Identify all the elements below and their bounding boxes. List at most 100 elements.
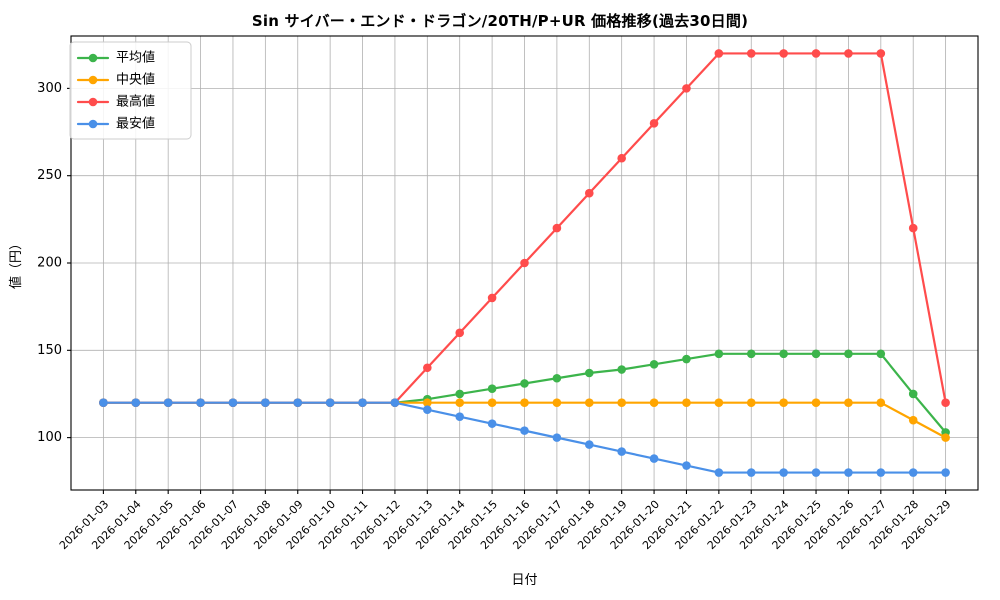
y-tick-label: 300	[37, 81, 62, 96]
axes	[67, 35, 979, 494]
data-point	[617, 365, 626, 374]
data-point	[682, 461, 691, 470]
data-point	[714, 468, 724, 477]
data-point	[779, 398, 788, 407]
data-point	[520, 426, 529, 435]
legend-swatch-marker	[88, 53, 98, 63]
data-point	[811, 49, 821, 58]
legend-item[interactable]: 最安値	[76, 116, 155, 132]
data-point	[844, 349, 853, 359]
data-point	[779, 468, 788, 477]
data-point	[520, 379, 529, 388]
data-point	[811, 398, 821, 407]
data-point	[779, 349, 788, 359]
data-point	[584, 368, 594, 378]
legend-item-label: 平均値	[116, 50, 155, 66]
data-point	[487, 293, 497, 303]
data-point	[876, 349, 886, 359]
legend-background	[69, 41, 192, 140]
page-title: Sin サイバー・エンド・ドラゴン/20TH/P+UR 価格推移(過去30日間)	[251, 12, 749, 30]
data-point	[746, 49, 756, 58]
x-axis-title: 日付	[511, 573, 537, 588]
data-point	[455, 389, 465, 399]
legend-item[interactable]: 平均値	[76, 50, 155, 66]
legend-item[interactable]: 中央値	[76, 72, 155, 88]
data-point	[487, 384, 497, 394]
data-point	[682, 398, 691, 407]
data-point	[552, 223, 562, 233]
data-point	[423, 405, 432, 414]
legend-item-label: 中央値	[116, 72, 155, 88]
data-point	[228, 398, 238, 407]
data-point	[423, 363, 432, 373]
data-point	[423, 398, 432, 407]
y-tick-label: 100	[37, 430, 62, 445]
data-series	[99, 398, 950, 477]
data-point	[293, 398, 303, 407]
data-point	[844, 49, 853, 58]
data-point	[487, 398, 497, 407]
data-point	[941, 398, 950, 407]
data-point	[908, 389, 918, 399]
data-point	[682, 354, 691, 364]
data-point	[584, 440, 594, 449]
data-point	[811, 349, 821, 359]
data-point	[520, 398, 529, 407]
data-point	[617, 398, 626, 407]
data-point	[844, 468, 853, 477]
data-point	[908, 223, 918, 233]
data-point	[617, 153, 626, 163]
data-point	[908, 468, 918, 477]
data-point	[390, 398, 400, 407]
y-tick-label: 150	[37, 343, 62, 358]
y-tick-label: 250	[37, 168, 62, 183]
data-point	[552, 433, 562, 442]
data-point	[941, 468, 950, 477]
data-point	[584, 188, 594, 198]
legend-item-label: 最安値	[116, 116, 155, 132]
data-point	[876, 398, 886, 407]
legend-item[interactable]: 最高値	[76, 94, 155, 110]
data-series-layer	[99, 49, 950, 477]
data-point	[649, 119, 659, 128]
data-point	[714, 398, 724, 407]
legend-swatch-marker	[88, 75, 98, 85]
data-point	[746, 398, 756, 407]
legend-swatch-marker	[88, 97, 98, 107]
data-point	[714, 49, 724, 58]
data-point	[649, 359, 659, 369]
data-point	[325, 398, 335, 407]
data-point	[876, 49, 886, 58]
data-point	[746, 349, 756, 359]
data-point	[746, 468, 756, 477]
data-point	[682, 84, 691, 93]
data-point	[99, 398, 108, 407]
legend-swatch-marker	[88, 119, 98, 129]
data-point	[584, 398, 594, 407]
data-point	[552, 373, 562, 383]
gridlines	[71, 36, 978, 490]
y-tick-label: 200	[37, 256, 62, 271]
data-point	[844, 398, 853, 407]
data-point	[908, 415, 918, 425]
data-point	[649, 398, 659, 407]
data-point	[163, 398, 173, 407]
data-point	[455, 328, 465, 338]
data-point	[714, 349, 724, 359]
data-point	[811, 468, 821, 477]
data-point	[455, 398, 465, 407]
data-point	[552, 398, 562, 407]
data-point	[196, 398, 205, 407]
data-point	[487, 419, 497, 428]
data-point	[131, 398, 141, 407]
data-point	[617, 447, 626, 456]
legend-item-label: 最高値	[116, 94, 155, 110]
data-point	[649, 454, 659, 463]
axis-labels: 1001502002503002026-01-032026-01-042026-…	[8, 81, 954, 588]
y-axis-title: 値（円）	[8, 237, 24, 289]
data-point	[455, 412, 465, 421]
data-point	[876, 468, 886, 477]
